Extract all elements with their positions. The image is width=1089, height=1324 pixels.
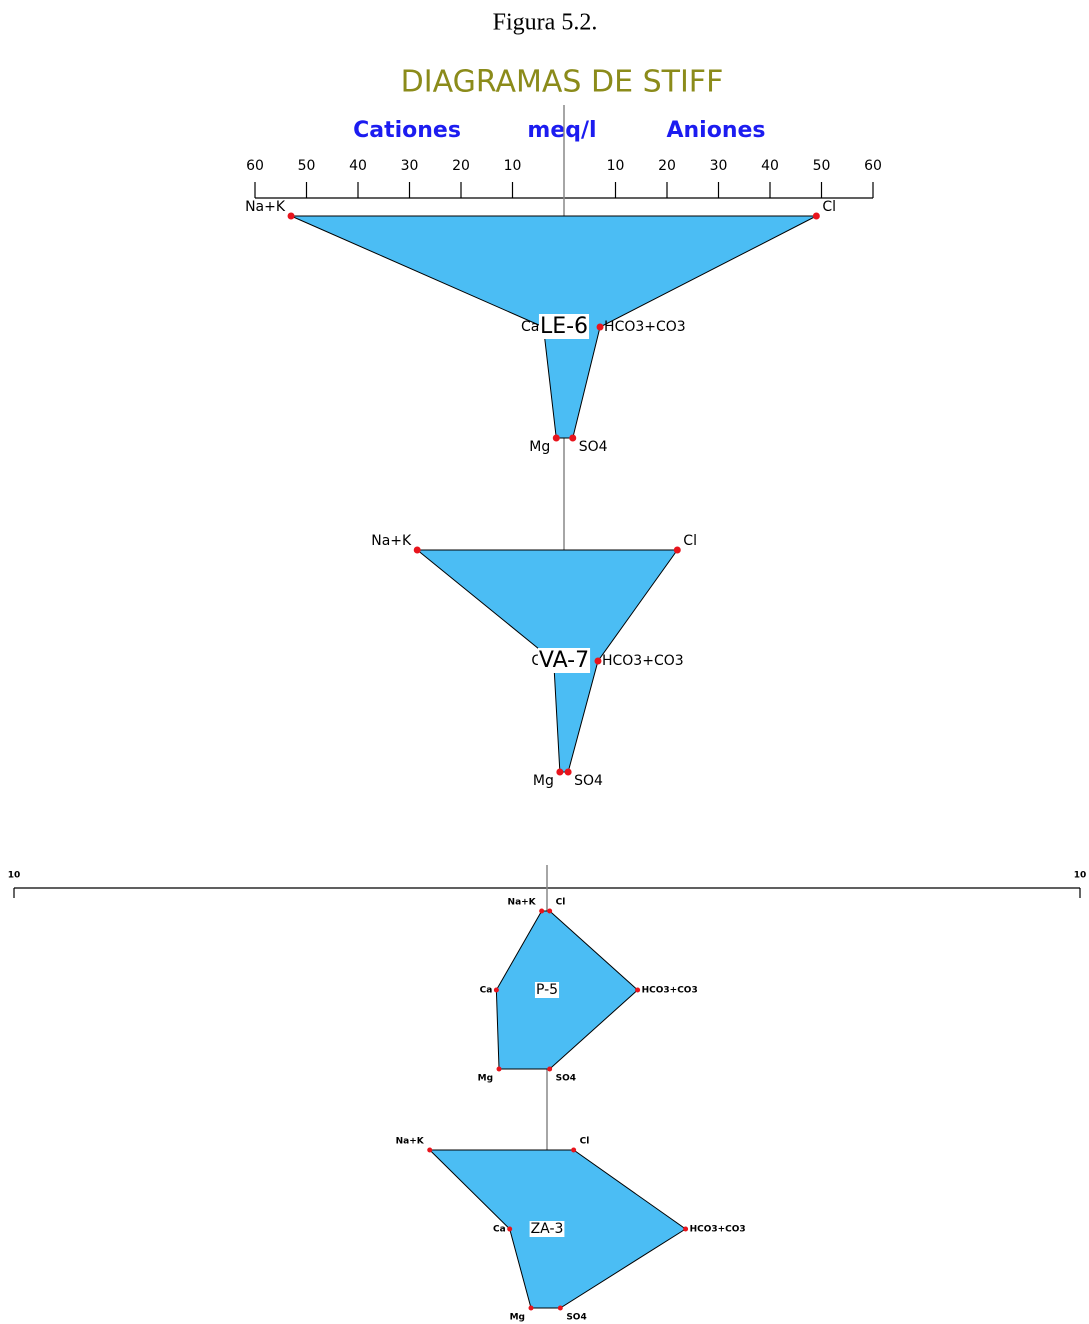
x-tick-label: 10	[607, 158, 625, 174]
sample-name: VA-7	[539, 648, 589, 673]
anion-point	[683, 1226, 689, 1232]
ion-label: Cl	[683, 533, 697, 549]
x-tick-label: 40	[349, 158, 367, 174]
anion-point	[596, 323, 604, 331]
x-tick-label: 40	[761, 158, 779, 174]
ion-label: HCO3+CO3	[690, 1225, 746, 1235]
ion-label: Cl	[580, 1137, 590, 1147]
sample-name-box	[538, 314, 590, 339]
x-tick-label: 60	[864, 158, 882, 174]
caption: Figura 5.2.	[493, 10, 598, 36]
anion-point	[673, 546, 681, 554]
ion-label: Mg	[529, 439, 550, 455]
x-tick-label: 30	[401, 158, 419, 174]
x-tick-label: 50	[298, 158, 316, 174]
x-tick-label: 30	[710, 158, 728, 174]
ion-label: HCO3+CO3	[602, 653, 684, 669]
anion-point	[635, 987, 641, 993]
x-tick-label: 20	[658, 158, 676, 174]
anion-point	[547, 908, 553, 914]
sample-name-box	[537, 648, 591, 673]
ion-label: SO4	[566, 1313, 586, 1323]
cation-point	[528, 1305, 534, 1311]
stiff-polygon	[495, 910, 639, 1070]
x-tick-label: 10	[1074, 871, 1087, 881]
ion-label: Mg	[478, 1074, 493, 1084]
chart-title: DIAGRAMAS DE STIFF	[401, 65, 724, 100]
ion-label: Ca	[521, 319, 539, 335]
cation-point	[556, 768, 564, 776]
x-tick-label: 50	[813, 158, 831, 174]
ion-label: SO4	[574, 773, 603, 789]
left-label: Cationes	[353, 118, 461, 143]
anion-point	[594, 657, 602, 665]
anion-point	[812, 212, 820, 220]
ion-label: SO4	[556, 1074, 576, 1084]
axis-label: meq/l	[527, 118, 596, 143]
anion-point	[547, 1066, 553, 1072]
sample-name: ZA-3	[531, 1221, 564, 1237]
cation-point	[552, 434, 560, 442]
ion-label: Mg	[510, 1313, 525, 1323]
x-tick-label: 10	[8, 871, 21, 881]
x-tick-label: 60	[246, 158, 264, 174]
ion-label: Mg	[533, 773, 554, 789]
ion-label: Cl	[556, 898, 566, 908]
ion-label: Ca	[493, 1225, 506, 1235]
anion-point	[557, 1305, 563, 1311]
anion-point	[571, 1147, 577, 1153]
ion-label: HCO3+CO3	[642, 986, 698, 996]
cation-point	[287, 212, 295, 220]
cation-point	[507, 1226, 513, 1232]
cation-point	[493, 987, 499, 993]
x-tick-label: 20	[452, 158, 470, 174]
cation-point	[496, 1066, 502, 1072]
ion-label: Cl	[822, 199, 836, 215]
right-label: Aniones	[666, 118, 765, 143]
ion-label: Ca	[480, 986, 493, 996]
cation-point	[413, 546, 421, 554]
ion-label: SO4	[579, 439, 608, 455]
cation-point	[427, 1147, 433, 1153]
ion-label: Na+K	[396, 1137, 425, 1147]
anion-point	[569, 434, 577, 442]
sample-name-box	[534, 982, 560, 998]
cation-point	[539, 908, 545, 914]
x-tick-label: 10	[504, 158, 522, 174]
ion-label: Na+K	[508, 898, 537, 908]
ion-label: Na+K	[371, 533, 412, 549]
ion-label: Na+K	[245, 199, 286, 215]
sample-name-box	[529, 1221, 565, 1237]
ion-label: HCO3+CO3	[604, 319, 686, 335]
anion-point	[564, 768, 572, 776]
sample-name: P-5	[536, 982, 558, 998]
sample-name: LE-6	[540, 314, 588, 339]
